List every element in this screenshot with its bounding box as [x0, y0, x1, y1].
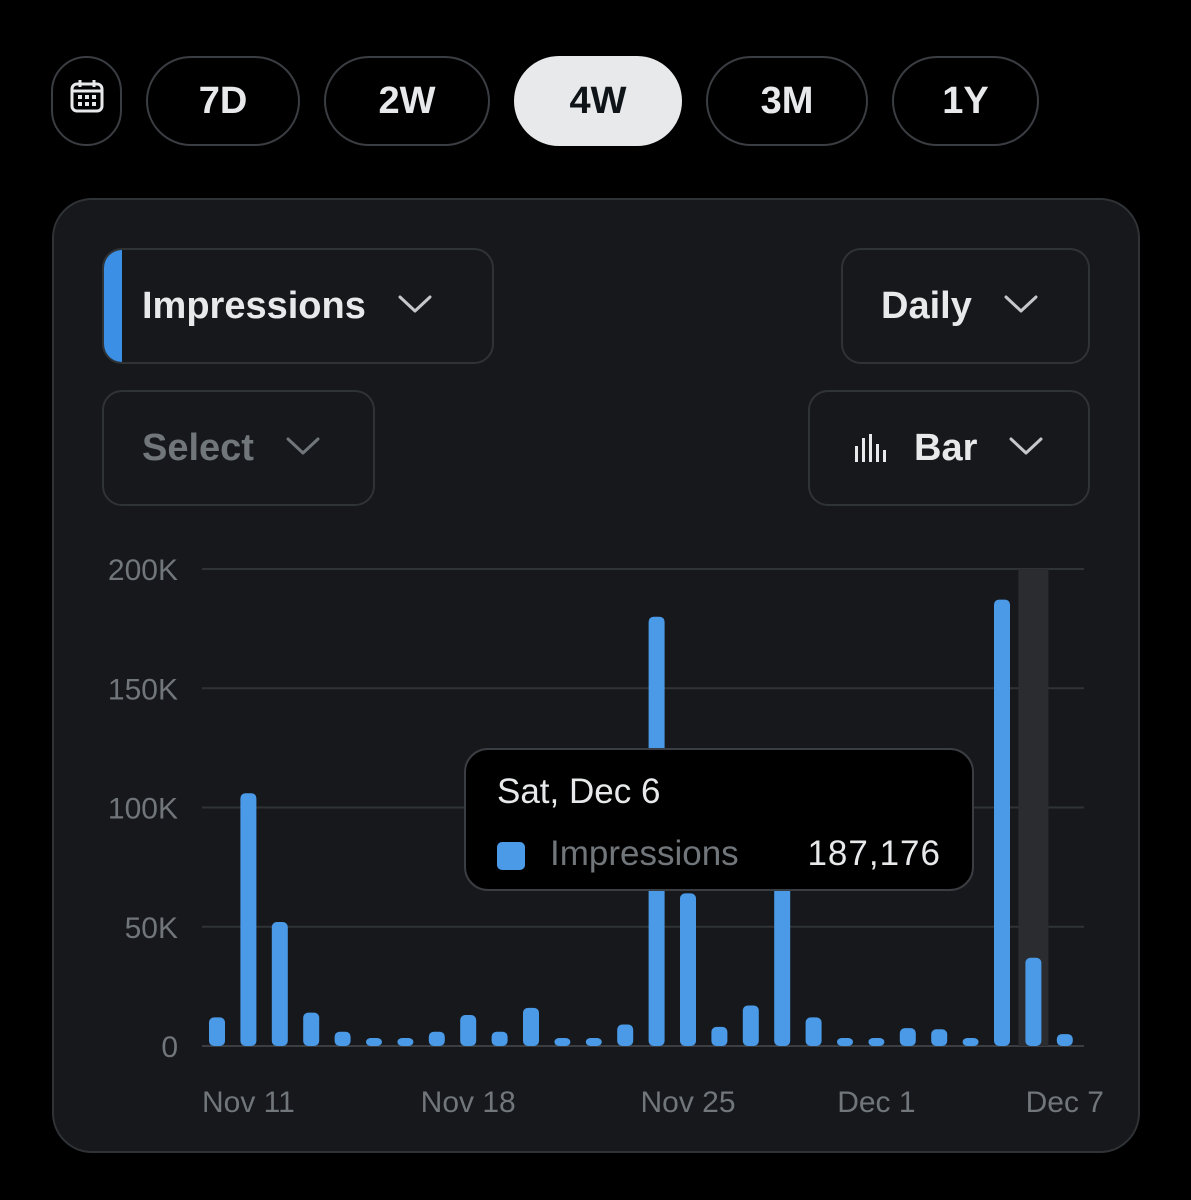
calendar-icon — [70, 79, 104, 123]
range-7d-button[interactable]: 7D — [146, 56, 300, 146]
interval-dropdown-label: Daily — [881, 284, 972, 327]
bar — [805, 1017, 822, 1046]
bar — [742, 1005, 759, 1046]
bar — [366, 1038, 382, 1046]
x-tick-label: Nov 25 — [640, 1086, 735, 1119]
x-tick-label: Nov 18 — [421, 1086, 516, 1119]
x-tick-label: Nov 11 — [202, 1086, 295, 1119]
bar — [303, 1012, 320, 1046]
bar — [1056, 1034, 1073, 1046]
chevron-down-icon — [286, 436, 320, 461]
bar — [240, 793, 257, 1046]
bar — [460, 1014, 477, 1046]
bar — [899, 1028, 916, 1046]
bar — [271, 921, 288, 1046]
calendar-button[interactable] — [51, 56, 122, 146]
chevron-down-icon — [1009, 436, 1043, 461]
chart-type-dropdown[interactable]: Bar — [808, 390, 1090, 506]
y-tick-label: 50K — [125, 912, 178, 945]
bar — [397, 1038, 414, 1046]
metric-dropdown[interactable]: Impressions — [102, 248, 494, 364]
y-tick-label: 150K — [108, 673, 178, 706]
bar — [1025, 957, 1042, 1046]
metric-dropdown-label: Impressions — [142, 284, 366, 327]
bar — [617, 1024, 634, 1046]
chart-tooltip: Sat, Dec 6 Impressions 187,176 — [464, 748, 974, 891]
chevron-down-icon — [1004, 294, 1038, 319]
range-3m-button[interactable]: 3M — [706, 56, 868, 146]
range-4w-button[interactable]: 4W — [514, 56, 682, 146]
bar — [554, 1038, 571, 1046]
x-tick-label: Dec 7 — [1026, 1086, 1104, 1119]
bar — [523, 1007, 539, 1046]
bar — [994, 599, 1010, 1046]
bar — [209, 1017, 225, 1046]
compare-dropdown[interactable]: Select — [102, 390, 375, 506]
tooltip-value: 187,176 — [807, 834, 941, 873]
y-tick-label: 200K — [108, 554, 178, 587]
bar — [334, 1031, 351, 1046]
chevron-down-icon — [398, 294, 432, 319]
tooltip-series-name: Impressions — [550, 834, 739, 873]
bar — [428, 1031, 445, 1046]
tooltip-series-swatch — [497, 842, 525, 870]
y-tick-label: 100K — [108, 793, 178, 826]
chart-type-dropdown-label: Bar — [914, 426, 978, 469]
bar-chart-icon — [854, 434, 886, 462]
bar — [868, 1038, 885, 1046]
compare-dropdown-placeholder: Select — [142, 426, 254, 469]
bar — [837, 1038, 853, 1046]
bar — [962, 1038, 979, 1046]
range-2w-button[interactable]: 2W — [324, 56, 490, 146]
bar — [491, 1031, 508, 1046]
date-range-selector: 7D 2W 4W 3M 1Y — [0, 0, 1191, 150]
interval-dropdown[interactable]: Daily — [841, 248, 1090, 364]
tooltip-date: Sat, Dec 6 — [497, 772, 661, 811]
bar — [680, 893, 696, 1046]
bar — [931, 1029, 948, 1046]
bar — [711, 1026, 728, 1046]
x-tick-label: Dec 1 — [837, 1086, 915, 1119]
bar — [774, 869, 791, 1046]
y-tick-label: 0 — [161, 1031, 178, 1064]
metric-color-indicator — [104, 250, 122, 362]
bar — [585, 1038, 602, 1046]
range-1y-button[interactable]: 1Y — [892, 56, 1039, 146]
